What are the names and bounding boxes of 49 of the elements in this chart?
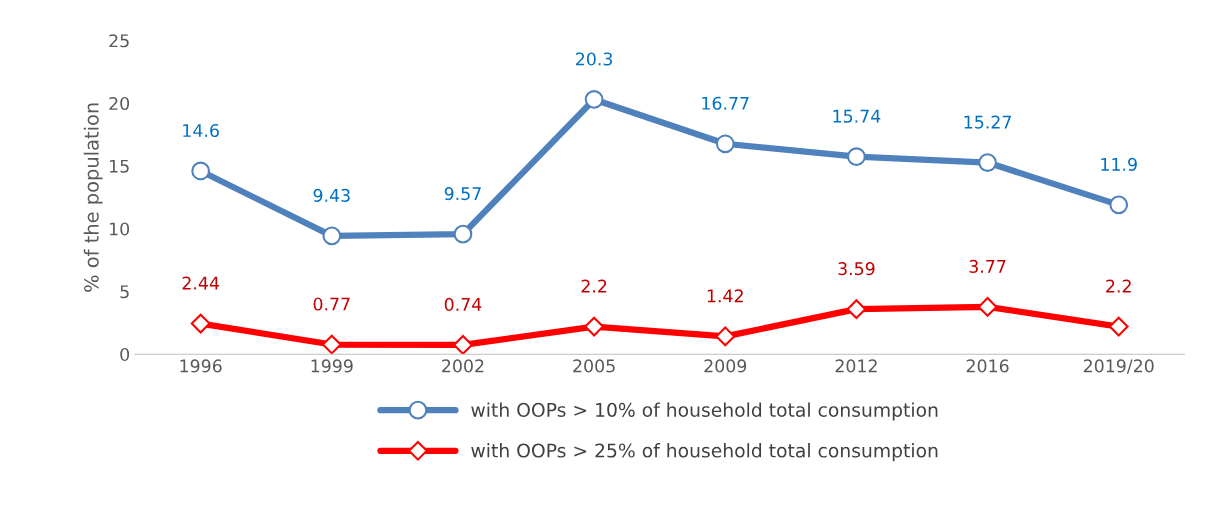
data-label: 2.2 <box>581 279 607 293</box>
data-label: 2.44 <box>182 276 219 290</box>
data-label: 9.43 <box>313 188 350 202</box>
data-label: 0.74 <box>444 297 482 311</box>
data-label: 11.9 <box>1101 157 1137 171</box>
data-label: 16.77 <box>702 96 749 110</box>
y-tick-label: 10 <box>110 222 130 236</box>
data-label: 3.59 <box>838 262 875 276</box>
x-tick-label: 2009 <box>704 359 747 373</box>
point <box>453 335 473 355</box>
point <box>977 297 998 317</box>
point <box>191 161 211 181</box>
x-tick-label: 1999 <box>311 359 353 373</box>
point <box>846 299 867 320</box>
point <box>322 226 342 246</box>
point <box>190 313 211 334</box>
point <box>978 153 997 172</box>
y-tick-label: 5 <box>120 285 129 299</box>
data-label: 9.57 <box>444 187 481 201</box>
x-tick-label: 2012 <box>835 359 877 373</box>
x-tick-label: 2002 <box>442 359 484 373</box>
data-label: 2.2 <box>1106 279 1131 293</box>
point <box>1109 195 1129 215</box>
legend-label: with OOPs > 25% of household total consumption <box>471 443 938 462</box>
data-label: 1.42 <box>707 289 743 303</box>
point <box>321 334 342 355</box>
data-label: 20.3 <box>576 52 613 66</box>
x-tick-label: 2016 <box>966 359 1009 373</box>
data-label: 3.77 <box>969 259 1006 273</box>
legend-label: with OOPs > 10% of household total consumption <box>471 402 938 421</box>
y-tick-label: 15 <box>110 159 129 173</box>
point <box>584 90 604 109</box>
y-tick-label: 25 <box>109 34 129 48</box>
point <box>715 326 736 347</box>
y-tick-label: 20 <box>109 96 130 111</box>
x-tick-label: 1996 <box>180 359 222 373</box>
point <box>584 316 604 337</box>
x-tick-label: 2019/20 <box>1083 359 1154 374</box>
point <box>1108 316 1129 337</box>
data-label: 14.6 <box>183 123 219 138</box>
point <box>847 147 866 167</box>
y-tick-label: 0 <box>120 347 130 362</box>
data-label: 0.77 <box>313 297 350 311</box>
point <box>715 134 735 154</box>
y-axis-title: % of the population <box>83 103 103 292</box>
x-tick-label: 2005 <box>573 359 615 373</box>
data-label: 15.74 <box>833 109 881 123</box>
point <box>453 224 473 244</box>
data-label: 15.27 <box>964 115 1011 129</box>
